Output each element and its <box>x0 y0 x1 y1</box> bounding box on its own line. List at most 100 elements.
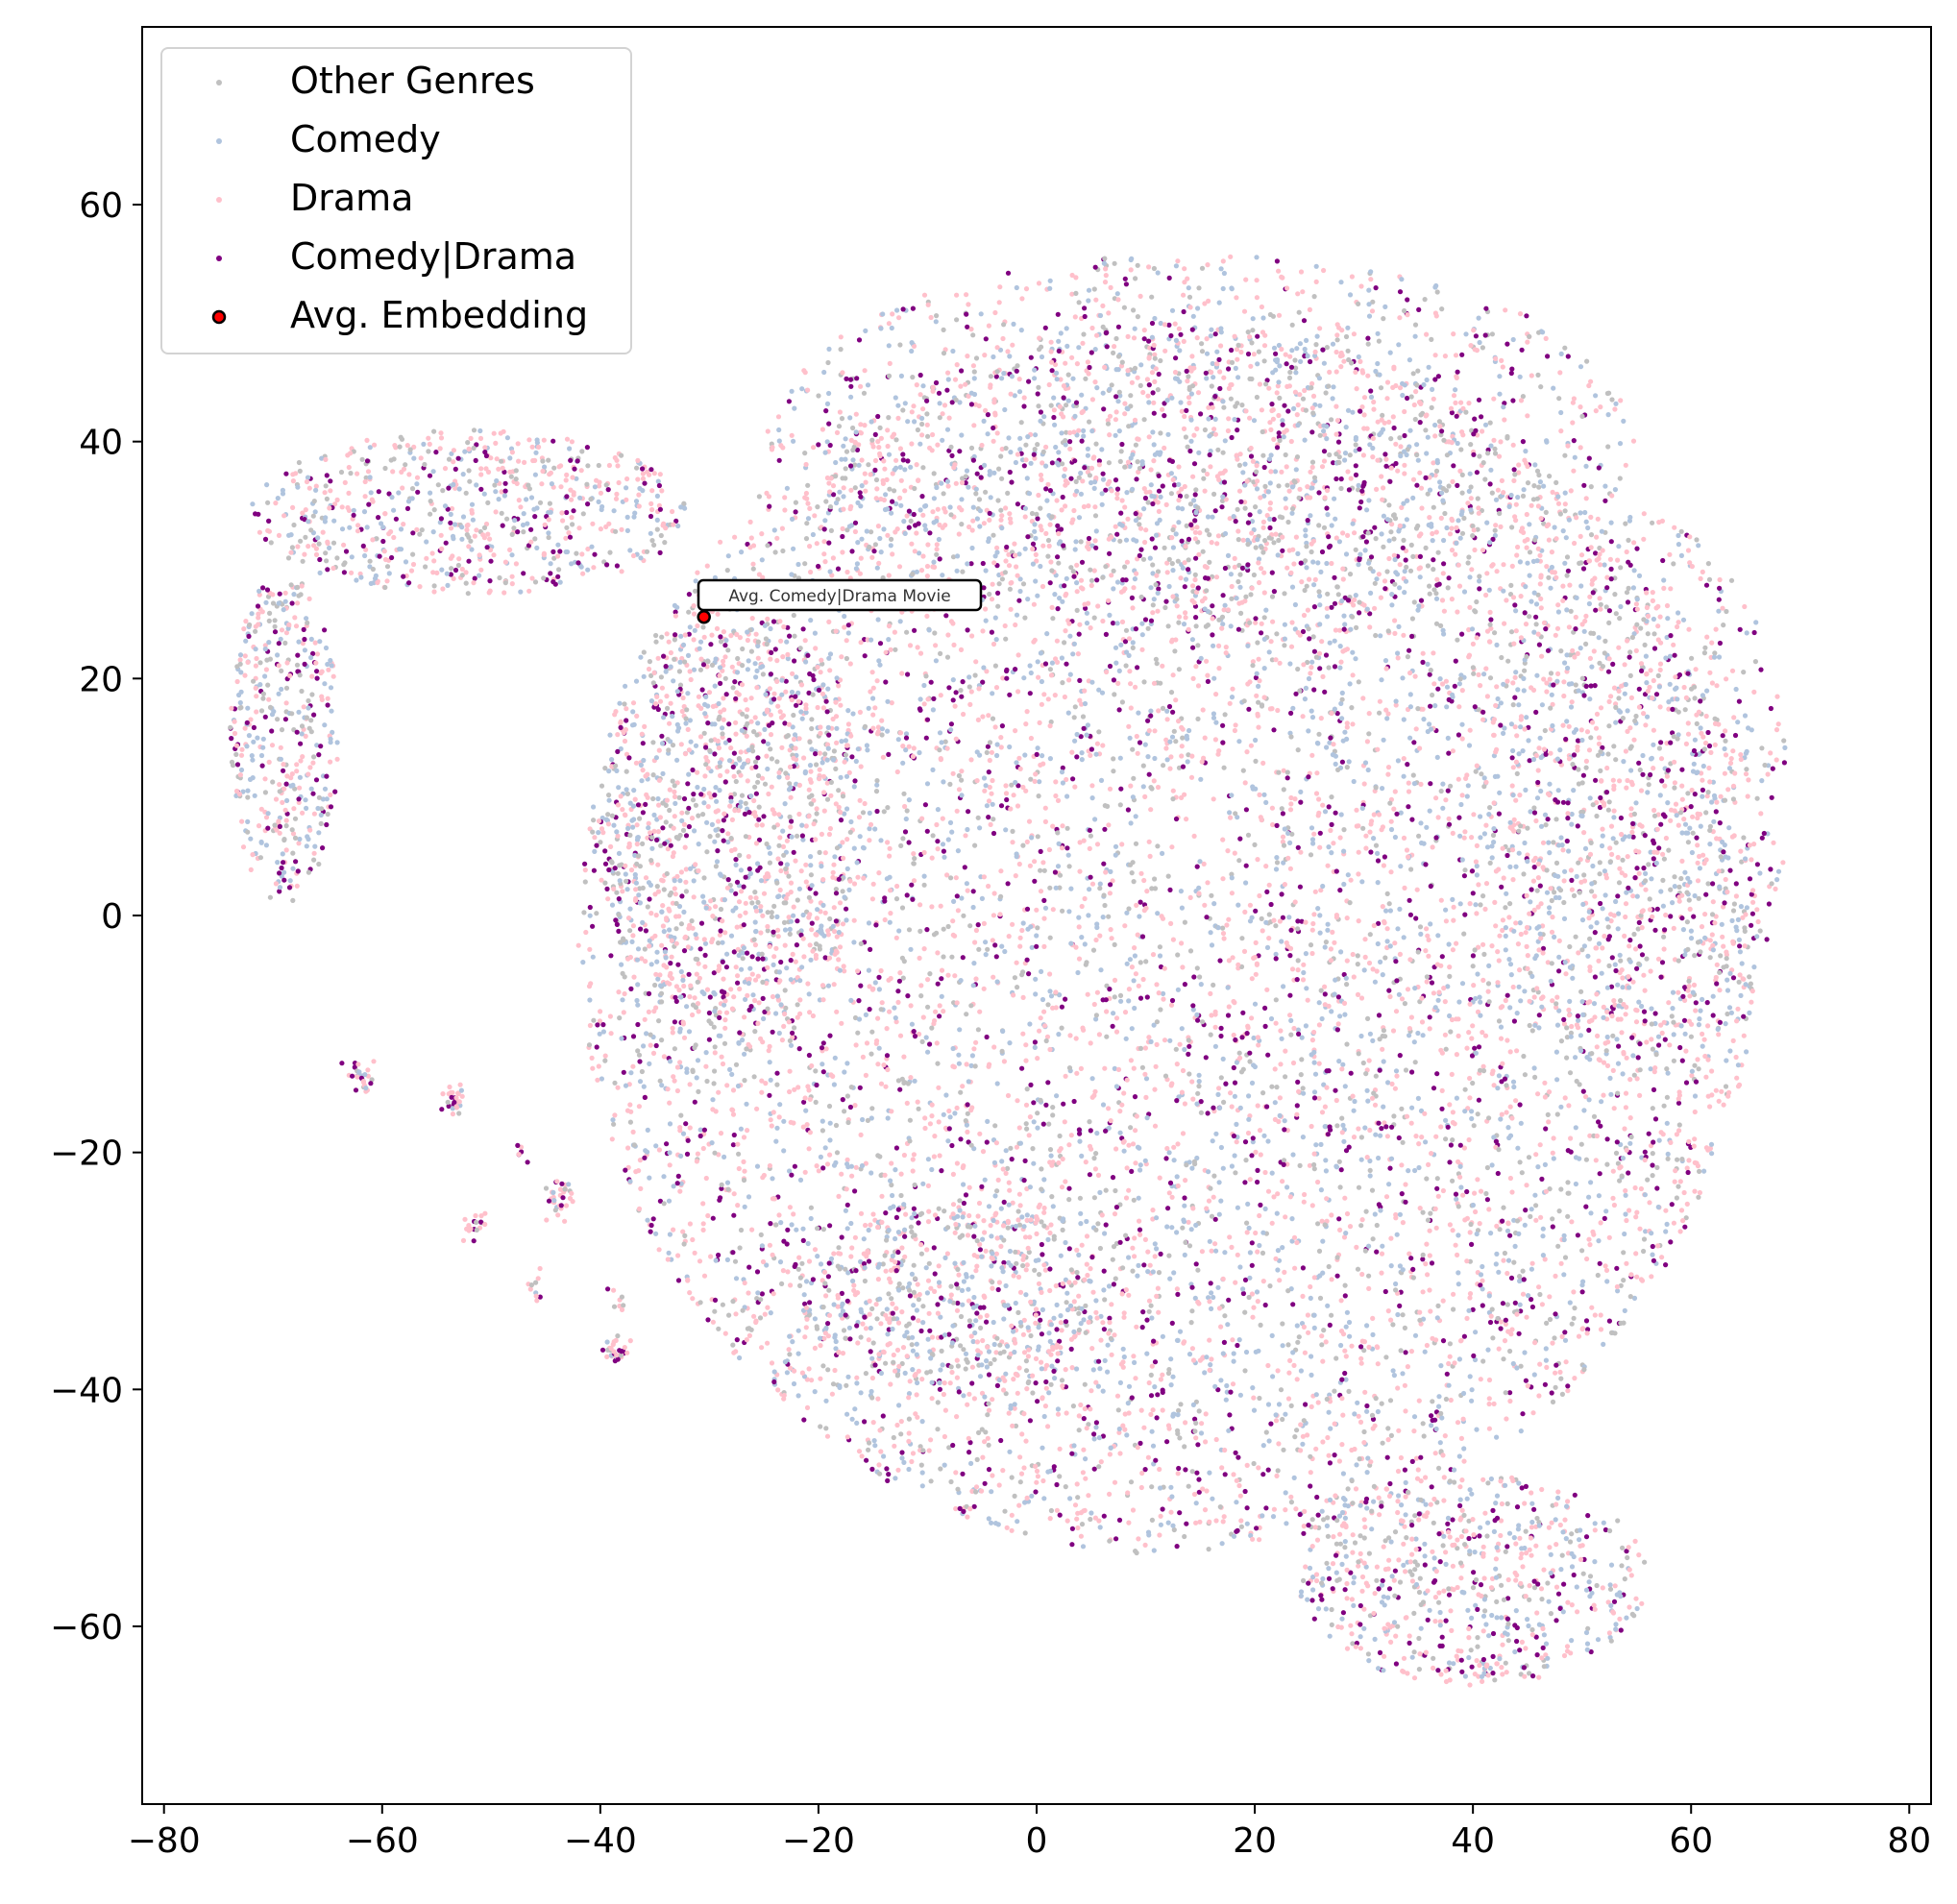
scatter-point <box>640 741 646 746</box>
scatter-point <box>687 1290 693 1296</box>
scatter-point <box>972 1330 978 1336</box>
scatter-point <box>760 995 766 1001</box>
scatter-point <box>1408 542 1414 549</box>
scatter-point <box>245 794 251 800</box>
scatter-point <box>1621 1250 1627 1256</box>
scatter-point <box>1612 962 1618 967</box>
scatter-point <box>780 828 786 834</box>
scatter-point <box>630 824 636 830</box>
scatter-point <box>1529 1304 1535 1310</box>
scatter-point <box>1216 1211 1222 1217</box>
scatter-point <box>1309 1404 1314 1409</box>
scatter-point <box>1659 1255 1665 1260</box>
scatter-point <box>1502 1250 1507 1257</box>
scatter-point <box>1495 949 1501 955</box>
scatter-point <box>1088 1128 1093 1134</box>
scatter-point <box>1273 997 1279 1003</box>
scatter-point <box>777 1259 784 1265</box>
scatter-point <box>699 687 705 693</box>
scatter-point <box>1684 1165 1690 1171</box>
scatter-point <box>1606 620 1612 626</box>
scatter-point <box>1091 286 1097 292</box>
scatter-point <box>812 513 818 519</box>
scatter-point <box>1424 1342 1430 1349</box>
scatter-point <box>1580 566 1587 572</box>
scatter-point <box>1585 1625 1591 1631</box>
scatter-point <box>848 1254 854 1259</box>
scatter-point <box>311 850 317 856</box>
scatter-point <box>1518 1120 1524 1126</box>
scatter-point <box>327 545 332 551</box>
scatter-point <box>1245 832 1252 838</box>
scatter-point <box>1656 745 1662 751</box>
scatter-point <box>264 482 270 488</box>
scatter-point <box>1472 1045 1478 1051</box>
scatter-point <box>1302 1508 1308 1514</box>
scatter-point <box>885 427 891 433</box>
scatter-point <box>667 720 673 726</box>
scatter-point <box>1432 703 1438 709</box>
scatter-point <box>695 570 700 575</box>
scatter-point <box>494 456 500 462</box>
scatter-point <box>1565 1499 1571 1504</box>
scatter-point <box>1116 428 1122 434</box>
scatter-point <box>640 810 647 816</box>
scatter-point <box>937 730 943 736</box>
scatter-point <box>1455 1546 1460 1551</box>
scatter-point <box>1479 771 1484 777</box>
scatter-point <box>1094 385 1100 391</box>
scatter-point <box>669 954 674 960</box>
scatter-point <box>637 1158 644 1163</box>
scatter-point <box>1623 901 1629 907</box>
scatter-point <box>893 1306 899 1311</box>
scatter-point <box>1567 1300 1573 1306</box>
scatter-point <box>1446 1592 1453 1598</box>
scatter-point <box>1556 1008 1562 1013</box>
scatter-point <box>1103 273 1109 279</box>
scatter-point <box>834 934 840 940</box>
scatter-point <box>1651 727 1656 733</box>
scatter-point <box>1630 1053 1636 1059</box>
scatter-point <box>1253 1230 1259 1236</box>
scatter-point <box>1356 354 1361 360</box>
scatter-point <box>1455 637 1460 643</box>
scatter-point <box>1119 619 1126 625</box>
scatter-point <box>917 650 924 656</box>
scatter-point <box>735 973 741 979</box>
scatter-point <box>661 1174 667 1180</box>
scatter-point <box>1309 715 1316 720</box>
scatter-point <box>1585 525 1591 531</box>
scatter-point <box>826 1103 833 1110</box>
scatter-point <box>1277 918 1283 924</box>
scatter-point <box>1679 796 1685 802</box>
scatter-point <box>1299 579 1305 585</box>
scatter-point <box>961 1182 966 1187</box>
scatter-point <box>667 807 673 814</box>
scatter-point <box>1403 1494 1408 1500</box>
scatter-point <box>897 619 903 624</box>
scatter-point <box>1007 516 1014 522</box>
scatter-point <box>1323 1606 1329 1612</box>
scatter-point <box>977 1374 984 1379</box>
scatter-point <box>912 549 917 554</box>
scatter-point <box>504 516 510 522</box>
scatter-point <box>910 1334 916 1340</box>
scatter-point <box>1498 524 1504 530</box>
scatter-point <box>992 724 998 730</box>
scatter-point <box>1582 509 1588 516</box>
scatter-point <box>1503 905 1508 911</box>
scatter-point <box>1151 680 1158 686</box>
scatter-point <box>1466 1635 1472 1641</box>
scatter-point <box>1429 404 1434 410</box>
scatter-point <box>958 688 964 694</box>
scatter-point <box>1517 1278 1523 1284</box>
scatter-point <box>974 1339 981 1345</box>
scatter-point <box>806 991 812 997</box>
scatter-point <box>1400 1371 1406 1377</box>
scatter-point <box>1062 694 1067 700</box>
scatter-point <box>1529 887 1534 892</box>
scatter-point <box>1226 416 1232 422</box>
scatter-point <box>1568 1135 1574 1141</box>
scatter-point <box>1031 1119 1037 1125</box>
scatter-point <box>1252 1001 1259 1007</box>
